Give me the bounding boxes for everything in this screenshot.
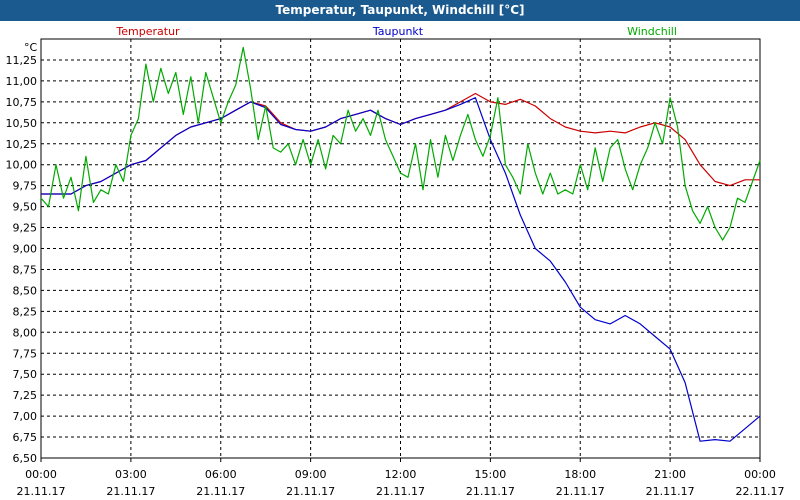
- y-tick-label: 8,00: [13, 326, 38, 339]
- chart-legend: Temperatur Taupunkt Windchill: [115, 25, 677, 38]
- y-tick-label: 10,00: [6, 159, 38, 172]
- x-tick-time-label: 15:00: [475, 468, 507, 481]
- x-tick-time-label: 12:00: [385, 468, 417, 481]
- y-tick-label: 10,50: [6, 117, 38, 130]
- x-tick-date-label: 21.11.17: [556, 485, 605, 498]
- y-tick-label: 11,25: [6, 54, 38, 67]
- y-tick-label: 7,50: [13, 368, 38, 381]
- y-tick-label: 9,75: [13, 180, 38, 193]
- y-tick-label: 10,75: [6, 96, 38, 109]
- y-tick-label: 9,25: [13, 222, 38, 235]
- y-axis-ticks: 6,50 6,75 7,00 7,25 7,50 7,75 8,00 8,25 8,50 8,75…: [6, 54, 38, 465]
- legend-item-taupunkt: Taupunkt: [372, 25, 424, 38]
- y-tick-label: 10,25: [6, 138, 38, 151]
- chart-title: Temperatur, Taupunkt, Windchill [°C]: [0, 0, 800, 21]
- chart-grid: [41, 39, 760, 459]
- y-tick-label: 11,00: [6, 75, 38, 88]
- y-tick-label: 6,75: [13, 431, 38, 444]
- series-line-windchill: [40, 46, 761, 241]
- y-tick-label: 9,00: [13, 243, 38, 256]
- y-tick-label: 7,00: [13, 410, 38, 423]
- plot-border: [40, 38, 761, 459]
- x-tick-time-label: 00:00: [25, 468, 57, 481]
- chart-plot: Temperatur Taupunkt Windchill 6,50 6,75 7,00…: [0, 21, 800, 500]
- x-tick-date-label: 21.11.17: [646, 485, 695, 498]
- x-tick-date-label: 21.11.17: [466, 485, 515, 498]
- x-tick-time-label: 21:00: [654, 468, 686, 481]
- x-tick-date-label: 21.11.17: [286, 485, 335, 498]
- y-tick-label: 8,50: [13, 284, 38, 297]
- y-tick-label: 8,25: [13, 305, 38, 318]
- y-tick-label: 6,50: [13, 452, 38, 465]
- x-tick-time-label: 00:00: [744, 468, 776, 481]
- x-tick-date-label: 21.11.17: [106, 485, 155, 498]
- x-tick-date-label: 21.11.17: [17, 485, 66, 498]
- y-tick-label: 8,75: [13, 263, 38, 276]
- x-tick-time-label: 09:00: [295, 468, 327, 481]
- x-tick-date-label: 21.11.17: [196, 485, 245, 498]
- legend-item-temperatur: Temperatur: [115, 25, 180, 38]
- x-tick-time-label: 06:00: [205, 468, 237, 481]
- legend-item-windchill: Windchill: [627, 25, 677, 38]
- x-tick-date-label: 22.11.17: [736, 485, 785, 498]
- chart-axes: [40, 38, 761, 462]
- x-tick-time-label: 18:00: [564, 468, 596, 481]
- series-line-taupunkt: [41, 97, 761, 442]
- y-tick-label: 7,25: [13, 389, 38, 402]
- x-tick-date-label: 21.11.17: [376, 485, 425, 498]
- y-tick-label: 7,75: [13, 347, 38, 360]
- y-tick-label: 9,50: [13, 201, 38, 214]
- x-axis-ticks: 00:00 21.11.17 03:00 21.11.17 06:00 21.11.17 0…: [17, 468, 785, 498]
- x-tick-time-label: 03:00: [115, 468, 147, 481]
- y-axis-unit-label: °C: [24, 41, 38, 54]
- chart-series: [40, 46, 761, 442]
